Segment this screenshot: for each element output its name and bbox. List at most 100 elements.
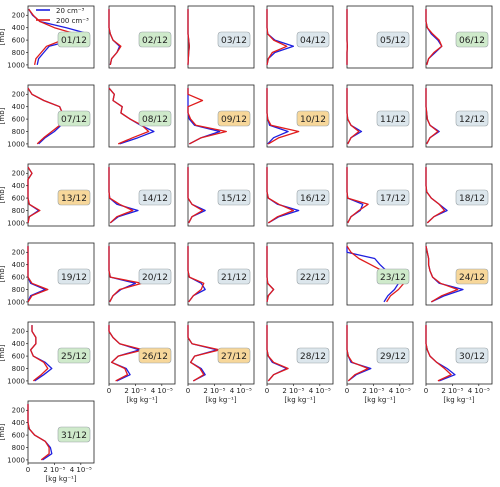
- date-label: 17/12: [380, 194, 406, 204]
- series-200-line: [27, 87, 63, 145]
- series-20-line: [346, 167, 364, 224]
- panel-frame: [346, 242, 414, 306]
- panel-15-12: 15/12: [187, 163, 255, 227]
- date-badge: [57, 426, 91, 443]
- date-badge: [296, 189, 330, 206]
- xtick-label: 0: [107, 387, 111, 395]
- panel-frame: [266, 5, 334, 69]
- panel-frame: [27, 84, 95, 148]
- date-label: 12/12: [459, 115, 485, 125]
- series-200-line: [346, 325, 369, 382]
- series-200-line: [346, 167, 369, 224]
- xlabel: [kg kg⁻¹]: [443, 396, 474, 404]
- date-label: 06/12: [459, 36, 485, 46]
- xtick-label: 4 10⁻⁵: [389, 387, 411, 395]
- date-badge: [57, 268, 91, 285]
- ytick-label: 800: [12, 444, 25, 452]
- series-200-line: [187, 246, 205, 303]
- series-200-line: [266, 325, 289, 382]
- panel-frame: [27, 321, 95, 385]
- panel-28-12: 28/12 0 2 10⁻⁵ 4 10⁻⁵[kg kg⁻¹]: [265, 321, 334, 404]
- xtick-label: 4 10⁻⁵: [468, 387, 490, 395]
- panel-03-12: 03/12: [187, 5, 255, 69]
- panel-frame: [425, 163, 493, 227]
- date-label: 22/12: [300, 273, 326, 283]
- series-200-line: [187, 88, 227, 145]
- ytick-label: 200: [12, 328, 25, 336]
- date-badge: [138, 110, 172, 127]
- series-20-line: [425, 325, 456, 382]
- panel-04-12: 04/12: [266, 5, 334, 69]
- xtick-label: 2 10⁻⁵: [124, 387, 146, 395]
- xtick-label: 4 10⁻⁵: [230, 387, 252, 395]
- series-200-line: [29, 325, 49, 382]
- ytick-label: 400: [12, 103, 25, 111]
- panel-frame: [425, 5, 493, 69]
- panel-08-12: 08/12: [108, 84, 176, 148]
- panel-30-12: 30/12 0 2 10⁻⁵ 4 10⁻⁵[kg kg⁻¹]: [424, 321, 493, 404]
- ytick-label: 200: [12, 407, 25, 415]
- ylabel: [mb]: [0, 28, 6, 45]
- ytick-label: 800: [12, 365, 25, 373]
- date-badge: [376, 268, 410, 285]
- ytick-label: 1000: [7, 456, 25, 464]
- xlabel: [kg kg⁻¹]: [205, 396, 236, 404]
- panel-frame: [187, 321, 255, 385]
- date-badge: [217, 31, 251, 48]
- series-200-line: [266, 246, 275, 303]
- series-200-line: [346, 88, 360, 145]
- ytick-label: 200: [12, 91, 25, 99]
- panel-11-12: 11/12: [346, 84, 414, 148]
- date-label: 16/12: [300, 194, 326, 204]
- series-20-line: [108, 325, 141, 382]
- panel-14-12: 14/12: [108, 163, 176, 227]
- date-badge: [376, 347, 410, 364]
- ytick-label: 600: [12, 432, 25, 440]
- date-label: 09/12: [221, 115, 247, 125]
- series-200-line: [108, 9, 122, 66]
- ytick-label: 200: [12, 249, 25, 257]
- ytick-label: 400: [12, 182, 25, 190]
- xtick-label: 2 10⁻⁵: [362, 387, 384, 395]
- date-label: 29/12: [380, 352, 406, 362]
- panel-29-12: 29/12 0 2 10⁻⁵ 4 10⁻⁵[kg kg⁻¹]: [345, 321, 414, 404]
- ylabel: [mb]: [0, 344, 6, 361]
- date-label: 19/12: [61, 273, 87, 283]
- ytick-label: 1000: [7, 61, 25, 69]
- series-200-line: [187, 325, 221, 382]
- xlabel: [kg kg⁻¹]: [364, 396, 395, 404]
- date-label: 20/12: [142, 273, 168, 283]
- date-label: 31/12: [61, 431, 87, 441]
- date-label: 10/12: [300, 115, 326, 125]
- date-badge: [376, 110, 410, 127]
- panel-frame: [425, 242, 493, 306]
- panel-20-12: 20/12: [108, 242, 176, 306]
- series-20-line: [266, 325, 288, 382]
- date-label: 26/12: [142, 352, 168, 362]
- panel-26-12: 26/12 0 2 10⁻⁵ 4 10⁻⁵[kg kg⁻¹]: [107, 321, 176, 404]
- ytick-label: 400: [12, 419, 25, 427]
- date-badge: [376, 31, 410, 48]
- panel-frame: [108, 5, 176, 69]
- ytick-label: 400: [12, 340, 25, 348]
- date-label: 04/12: [300, 36, 326, 46]
- date-badge: [57, 347, 91, 364]
- panel-17-12: 17/12: [346, 163, 414, 227]
- date-badge: [138, 347, 172, 364]
- date-label: 25/12: [61, 352, 87, 362]
- date-label: 24/12: [459, 273, 485, 283]
- series-200-line: [425, 88, 439, 145]
- ytick-label: 800: [12, 49, 25, 57]
- panel-05-12: 05/12: [346, 5, 414, 69]
- panel-25-12: 25/12 200 400 600 800 1000 [mb]: [0, 321, 95, 385]
- panel-frame: [27, 5, 95, 69]
- series-20-line: [108, 246, 137, 303]
- date-label: 11/12: [380, 115, 406, 125]
- date-label: 30/12: [459, 352, 485, 362]
- panel-24-12: 24/12: [425, 242, 493, 306]
- legend: 20 cm⁻³ 200 cm⁻³: [36, 7, 89, 25]
- series-200-line: [27, 166, 41, 224]
- xtick-label: 0: [265, 387, 269, 395]
- date-badge: [296, 31, 330, 48]
- date-label: 05/12: [380, 36, 406, 46]
